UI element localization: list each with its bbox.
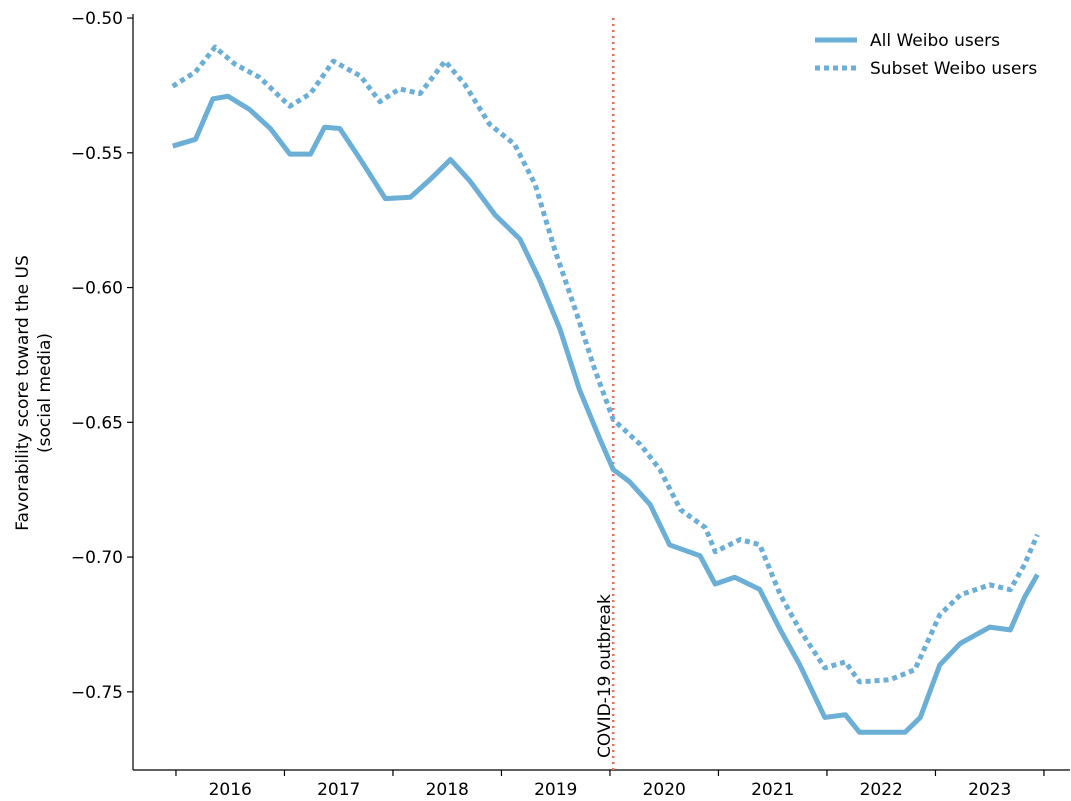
x-tick-label: 2017	[317, 780, 360, 800]
legend-label: Subset Weibo users	[870, 59, 1037, 79]
x-tick-label: 2016	[209, 780, 252, 800]
x-tick-label: 2022	[860, 780, 903, 800]
x-tick-label: 2023	[968, 780, 1011, 800]
x-tick-label: 2018	[426, 780, 469, 800]
x-tick-label: 2019	[534, 780, 577, 800]
series-line	[171, 44, 1040, 685]
y-tick-label: −0.55	[71, 144, 123, 164]
y-tick-label: −0.70	[71, 548, 123, 568]
event-label: COVID-19 outbreak	[595, 594, 615, 758]
y-tick-label: −0.50	[71, 9, 123, 29]
x-tick-label: 2021	[751, 780, 794, 800]
y-axis-label: Favorability score toward the US	[13, 255, 33, 531]
y-axis-label: (social media)	[35, 333, 55, 453]
y-tick-label: −0.75	[71, 683, 123, 703]
x-tick-label: 2020	[643, 780, 686, 800]
legend-label: All Weibo users	[870, 31, 1000, 51]
y-tick-label: −0.60	[71, 279, 123, 299]
series-line	[172, 93, 1040, 735]
y-tick-label: −0.65	[71, 413, 123, 433]
